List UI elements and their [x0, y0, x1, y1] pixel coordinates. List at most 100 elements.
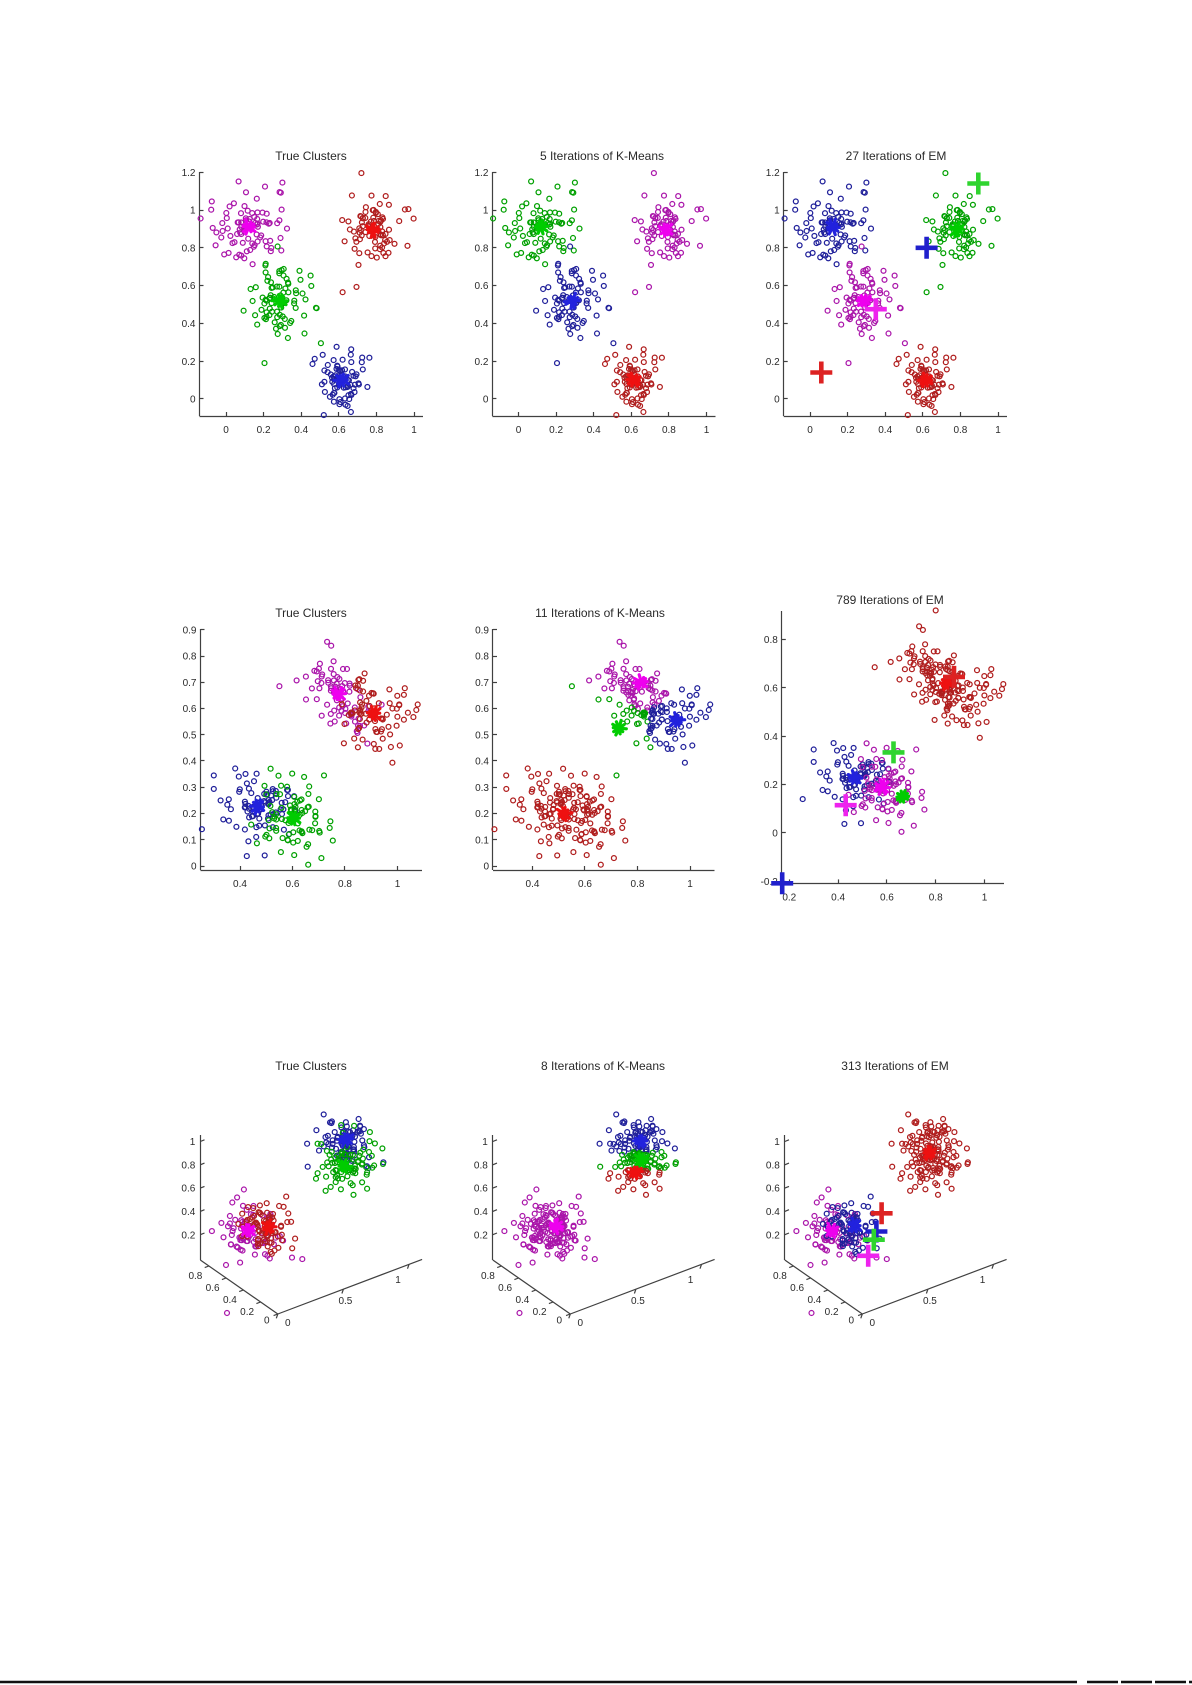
- svg-text:0.6: 0.6: [790, 1283, 804, 1294]
- svg-text:0.8: 0.8: [631, 879, 645, 890]
- svg-text:0.8: 0.8: [188, 1271, 202, 1282]
- svg-text:0.4: 0.4: [474, 319, 488, 330]
- svg-text:0.6: 0.6: [332, 425, 346, 436]
- svg-text:0.8: 0.8: [662, 425, 676, 436]
- svg-text:0.6: 0.6: [183, 704, 197, 715]
- svg-text:1: 1: [688, 1275, 694, 1286]
- svg-text:0.5: 0.5: [631, 1296, 645, 1307]
- svg-text:0.4: 0.4: [233, 879, 247, 890]
- svg-text:789 Iterations of EM: 789 Iterations of EM: [836, 593, 943, 607]
- svg-text:1.2: 1.2: [766, 168, 780, 179]
- svg-text:0.2: 0.2: [475, 809, 489, 820]
- svg-text:0.4: 0.4: [526, 879, 540, 890]
- svg-text:0.2: 0.2: [825, 1307, 839, 1318]
- svg-text:1.2: 1.2: [182, 168, 196, 179]
- svg-text:0.4: 0.4: [475, 757, 489, 768]
- svg-text:0: 0: [483, 862, 489, 873]
- svg-text:0.6: 0.6: [880, 892, 894, 903]
- svg-text:0.4: 0.4: [587, 425, 601, 436]
- svg-text:0.5: 0.5: [338, 1296, 352, 1307]
- svg-text:True Clusters: True Clusters: [275, 1059, 347, 1073]
- svg-text:0.4: 0.4: [807, 1295, 821, 1306]
- svg-text:1: 1: [395, 879, 401, 890]
- svg-text:0.8: 0.8: [953, 425, 967, 436]
- svg-text:0.6: 0.6: [624, 425, 638, 436]
- svg-text:1: 1: [482, 1137, 488, 1148]
- svg-text:0.8: 0.8: [474, 243, 488, 254]
- svg-text:0.3: 0.3: [475, 783, 489, 794]
- svg-text:1: 1: [774, 1137, 780, 1148]
- svg-text:0.8: 0.8: [764, 635, 778, 646]
- svg-text:0.9: 0.9: [475, 625, 489, 636]
- svg-text:0.2: 0.2: [533, 1307, 547, 1318]
- svg-text:0: 0: [870, 1318, 876, 1329]
- svg-text:0.7: 0.7: [183, 678, 197, 689]
- svg-text:0: 0: [191, 862, 197, 873]
- svg-text:0: 0: [483, 395, 489, 406]
- svg-text:0.6: 0.6: [206, 1283, 220, 1294]
- svg-text:0.2: 0.2: [766, 1230, 780, 1241]
- svg-text:0.3: 0.3: [183, 783, 197, 794]
- svg-text:0.1: 0.1: [183, 835, 197, 846]
- svg-text:0.2: 0.2: [764, 780, 778, 791]
- svg-text:0.2: 0.2: [766, 357, 780, 368]
- svg-text:0.4: 0.4: [223, 1295, 237, 1306]
- svg-text:0.5: 0.5: [923, 1296, 937, 1307]
- svg-text:0.2: 0.2: [841, 425, 855, 436]
- svg-text:0.4: 0.4: [831, 892, 845, 903]
- svg-text:0: 0: [516, 425, 522, 436]
- svg-text:313 Iterations of EM: 313 Iterations of EM: [841, 1059, 948, 1073]
- svg-text:0.4: 0.4: [766, 319, 780, 330]
- svg-text:0.5: 0.5: [475, 730, 489, 741]
- svg-text:0.8: 0.8: [475, 652, 489, 663]
- svg-text:1: 1: [395, 1275, 401, 1286]
- svg-text:0.8: 0.8: [766, 1160, 780, 1171]
- svg-text:0.6: 0.6: [475, 704, 489, 715]
- svg-text:True Clusters: True Clusters: [275, 606, 347, 620]
- svg-text:1: 1: [980, 1275, 986, 1286]
- svg-text:0.8: 0.8: [183, 652, 197, 663]
- svg-text:0.6: 0.6: [578, 879, 592, 890]
- svg-text:0: 0: [190, 395, 196, 406]
- svg-text:0.4: 0.4: [764, 732, 778, 743]
- svg-text:0.6: 0.6: [474, 281, 488, 292]
- svg-text:0.8: 0.8: [481, 1271, 495, 1282]
- svg-text:1: 1: [982, 892, 988, 903]
- svg-text:0.9: 0.9: [183, 625, 197, 636]
- svg-text:0.6: 0.6: [181, 1184, 195, 1195]
- svg-text:1: 1: [190, 1137, 196, 1148]
- svg-text:0: 0: [285, 1318, 291, 1329]
- svg-text:1: 1: [190, 206, 196, 217]
- svg-text:1: 1: [704, 425, 710, 436]
- svg-text:0.4: 0.4: [294, 425, 308, 436]
- svg-text:-0.2: -0.2: [761, 877, 779, 888]
- svg-text:1: 1: [411, 425, 417, 436]
- svg-text:27 Iterations of EM: 27 Iterations of EM: [846, 149, 947, 163]
- svg-text:0.5: 0.5: [183, 730, 197, 741]
- svg-text:0.6: 0.6: [766, 1184, 780, 1195]
- svg-text:0.4: 0.4: [182, 319, 196, 330]
- svg-text:0.2: 0.2: [182, 357, 196, 368]
- svg-text:0: 0: [264, 1316, 270, 1327]
- svg-text:0: 0: [223, 425, 229, 436]
- svg-text:0.2: 0.2: [240, 1307, 254, 1318]
- svg-text:8 Iterations of K-Means: 8 Iterations of K-Means: [541, 1059, 665, 1073]
- svg-text:0.8: 0.8: [182, 243, 196, 254]
- svg-text:0: 0: [578, 1318, 584, 1329]
- svg-text:0.2: 0.2: [257, 425, 271, 436]
- svg-text:0.4: 0.4: [183, 757, 197, 768]
- svg-text:0: 0: [557, 1316, 563, 1327]
- svg-text:0.6: 0.6: [764, 683, 778, 694]
- svg-text:1: 1: [774, 206, 780, 217]
- svg-text:0: 0: [807, 425, 813, 436]
- svg-text:0.8: 0.8: [181, 1160, 195, 1171]
- svg-text:0.2: 0.2: [474, 1230, 488, 1241]
- svg-text:0.2: 0.2: [474, 357, 488, 368]
- svg-text:0.8: 0.8: [766, 243, 780, 254]
- svg-text:0.8: 0.8: [474, 1160, 488, 1171]
- svg-text:0.6: 0.6: [766, 281, 780, 292]
- svg-text:0.2: 0.2: [183, 809, 197, 820]
- svg-text:True Clusters: True Clusters: [275, 149, 347, 163]
- svg-text:0.6: 0.6: [182, 281, 196, 292]
- svg-text:0: 0: [774, 395, 780, 406]
